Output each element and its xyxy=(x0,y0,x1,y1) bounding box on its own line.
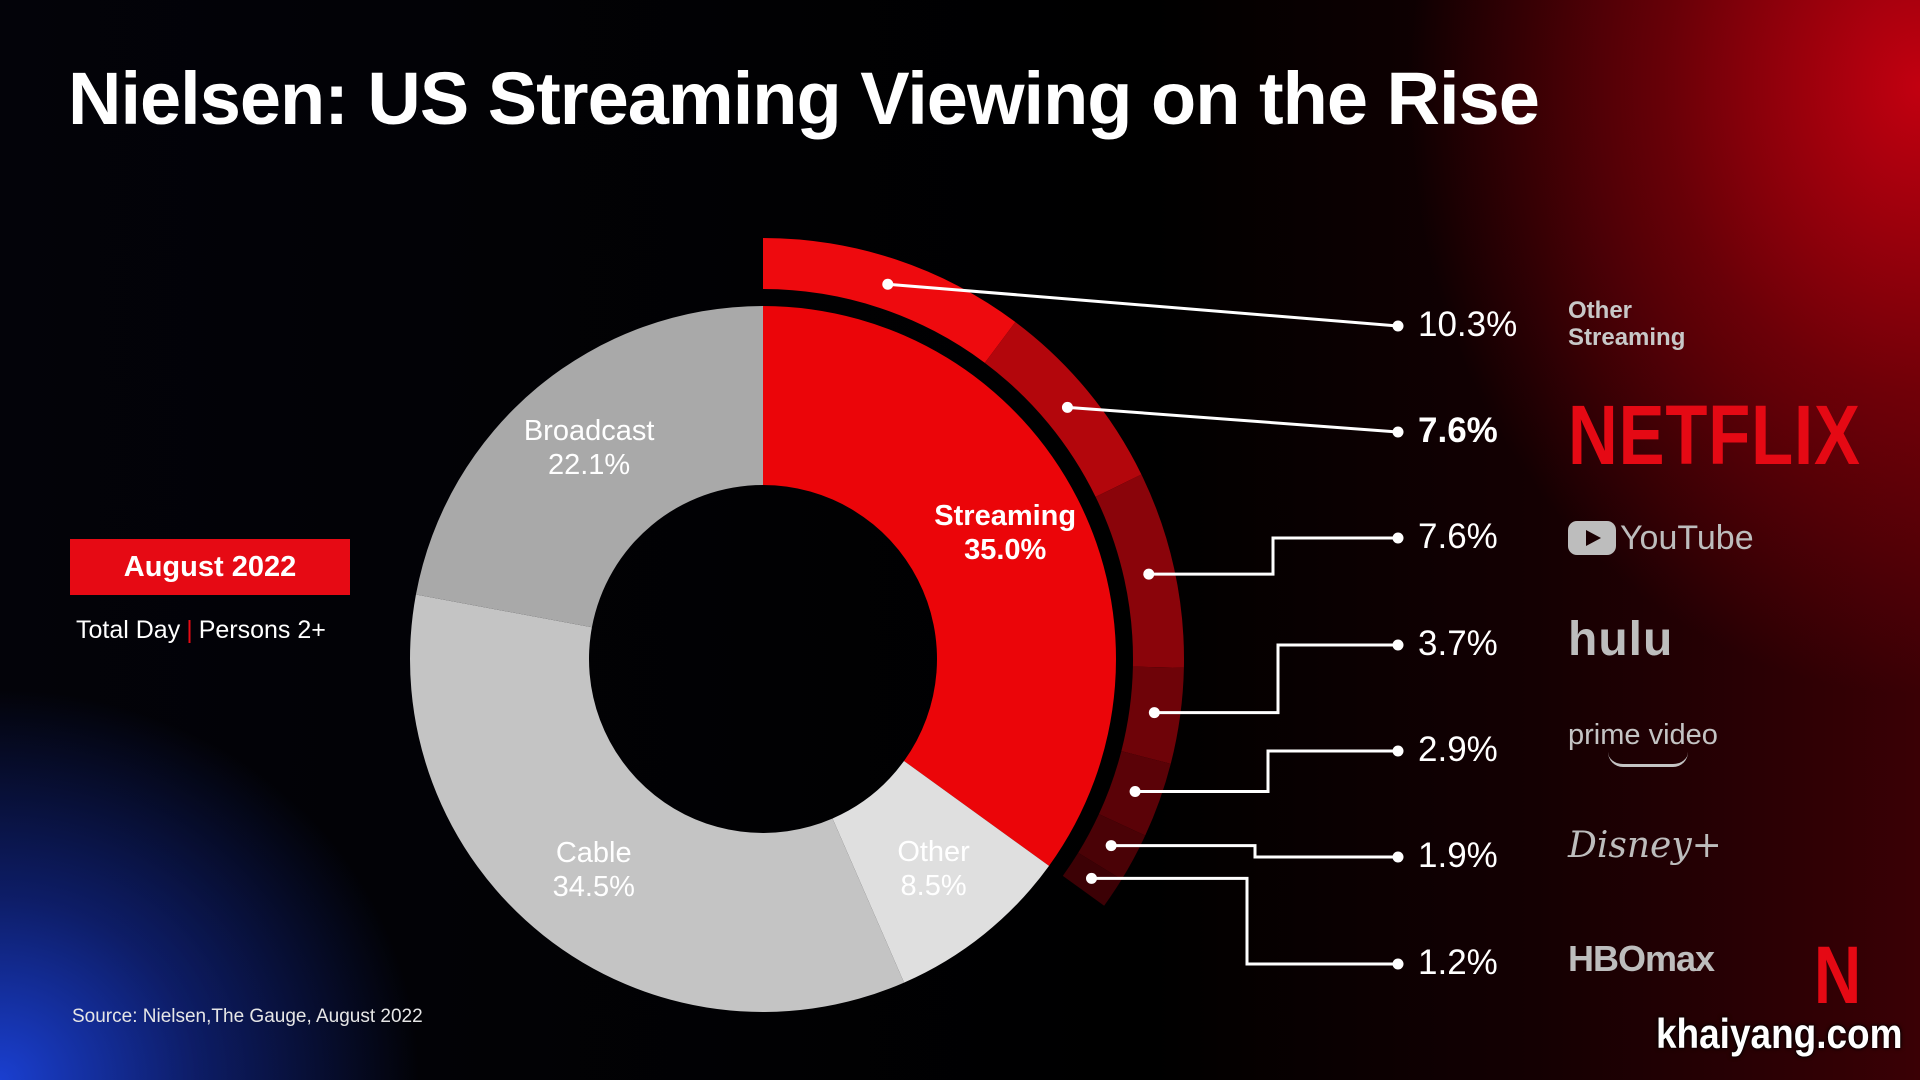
leader-line-hulu xyxy=(1154,643,1398,715)
donut-slice-streaming xyxy=(763,306,1116,866)
leader-dot-hulu xyxy=(1148,707,1160,719)
slice-label-cable: Cable xyxy=(556,837,632,869)
breakdown-value-prime-video: 2.9% xyxy=(1418,730,1498,769)
leader-line-prime-video xyxy=(1135,749,1398,794)
leader-line-other-streaming xyxy=(887,282,1399,328)
leader-end-dot-other-streaming xyxy=(1392,320,1404,332)
donut-slice-other xyxy=(832,760,1050,983)
slice-value-streaming: 35.0% xyxy=(964,534,1046,566)
breakdown-value-youtube: 7.6% xyxy=(1418,517,1498,556)
prime-smile-icon xyxy=(1608,752,1688,767)
leader-dot-other-streaming xyxy=(882,278,894,290)
prime-video-logo: prime video xyxy=(1568,718,1718,767)
donut-slice-broadcast xyxy=(415,306,763,628)
leader-end-dot-youtube xyxy=(1392,532,1404,544)
subtitle-separator: | xyxy=(186,616,193,644)
netflix-logo: NETFLIX xyxy=(1568,388,1861,482)
prime-video-text: prime video xyxy=(1568,719,1718,751)
slice-label-streaming: Streaming xyxy=(934,500,1076,532)
leader-end-dot-hulu xyxy=(1392,639,1404,651)
subtitle-persons: Persons 2+ xyxy=(198,616,326,644)
slice-label-broadcast: Broadcast xyxy=(524,415,655,447)
netflix-n-icon: N xyxy=(1813,930,1862,1021)
breakdown-value-disney-: 1.9% xyxy=(1418,836,1498,875)
leader-line-hbo-max xyxy=(1091,876,1398,966)
audience-subtitle: Total Day | Persons 2+ xyxy=(76,616,326,645)
leader-dot-disney- xyxy=(1105,840,1117,852)
leader-end-dot-disney- xyxy=(1392,851,1404,863)
hulu-logo: hulu xyxy=(1568,613,1674,666)
disney-plus-logo: Disney+ xyxy=(1568,825,1722,866)
slice-label-other: Other xyxy=(897,836,970,868)
breakdown-value-other-streaming: 10.3% xyxy=(1418,305,1518,344)
leader-line-netflix xyxy=(1067,405,1399,434)
leader-dot-netflix xyxy=(1061,401,1073,413)
watermark: khaiyang.com xyxy=(1656,1010,1903,1057)
slice-value-broadcast: 22.1% xyxy=(548,449,630,481)
breakdown-value-hbo-max: 1.2% xyxy=(1418,943,1498,982)
leader-end-dot-netflix xyxy=(1392,426,1404,438)
leader-line-disney- xyxy=(1111,844,1398,859)
leader-dot-youtube xyxy=(1143,568,1155,580)
source-note: Source: Nielsen,The Gauge, August 2022 xyxy=(72,1006,423,1027)
slice-value-cable: 34.5% xyxy=(553,871,635,903)
other-streaming-label: Other Streaming xyxy=(1568,297,1718,351)
ring-segment-youtube xyxy=(1095,474,1185,668)
subtitle-total-day: Total Day xyxy=(76,616,181,644)
leader-dot-hbo-max xyxy=(1086,872,1098,884)
breakdown-value-hulu: 3.7% xyxy=(1418,624,1498,663)
period-badge: August 2022 xyxy=(70,539,350,595)
page-title: Nielsen: US Streaming Viewing on the Ris… xyxy=(68,57,1540,140)
youtube-logo: YouTube xyxy=(1568,518,1754,558)
leader-end-dot-prime-video xyxy=(1392,745,1404,757)
donut-slice-cable xyxy=(410,594,905,1012)
youtube-logo-text: YouTube xyxy=(1620,519,1754,557)
youtube-play-icon xyxy=(1568,521,1616,555)
leader-dot-prime-video xyxy=(1129,786,1141,798)
hbo-max-logo: HBOmax xyxy=(1568,938,1715,979)
ring-segment-other-streaming xyxy=(763,238,1016,363)
breakdown-value-netflix: 7.6% xyxy=(1418,411,1498,450)
leader-line-youtube xyxy=(1148,536,1398,576)
leader-end-dot-hbo-max xyxy=(1392,958,1404,970)
slice-value-other: 8.5% xyxy=(901,870,967,902)
other-streaming-text: Other Streaming xyxy=(1568,297,1686,351)
